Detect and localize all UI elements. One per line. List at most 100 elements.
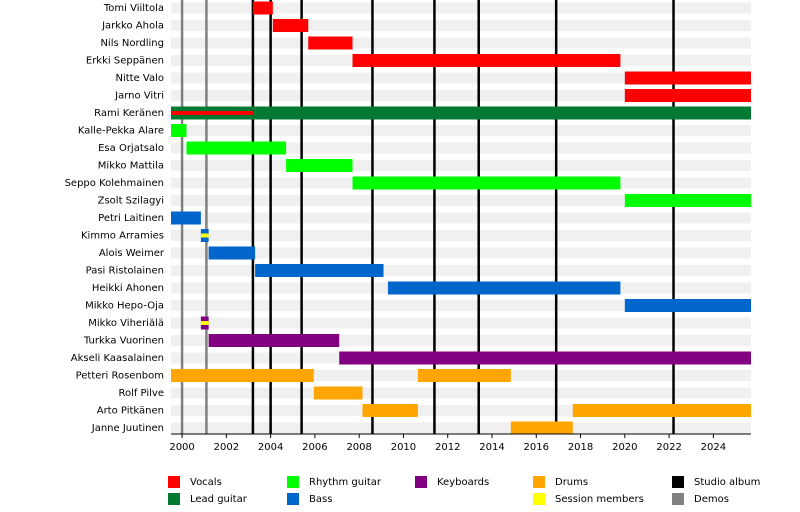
- member-label: Mikko Viheriälä: [88, 318, 164, 329]
- legend-swatch: [672, 493, 684, 505]
- member-bar: [171, 369, 314, 382]
- x-tick-label: 2018: [568, 442, 593, 453]
- member-bar: [510, 421, 573, 435]
- legend-label: Vocals: [190, 477, 222, 488]
- member-bar: [171, 106, 751, 120]
- member-label: Rami Keränen: [94, 108, 164, 119]
- legend-label: Lead guitar: [190, 494, 248, 505]
- member-bar: [272, 19, 309, 32]
- row-band: [171, 265, 751, 276]
- member-label: Mikko Hepo-Oja: [85, 301, 164, 312]
- row-band: [171, 90, 751, 101]
- member-bar: [308, 36, 353, 50]
- row-band: [171, 160, 751, 171]
- member-label: Petteri Rosenbom: [76, 371, 164, 382]
- member-label: Nitte Valo: [115, 73, 164, 84]
- legend-swatch: [287, 476, 299, 488]
- member-bar: [339, 351, 751, 365]
- member-label: Pasi Ristolainen: [86, 266, 164, 277]
- legend-label: Drums: [555, 477, 588, 488]
- member-bar: [286, 159, 353, 172]
- row-band: [171, 317, 751, 329]
- member-label: Petri Laitinen: [98, 213, 164, 224]
- row-band: [171, 387, 751, 399]
- x-tick-label: 2012: [435, 442, 460, 453]
- x-tick-label: 2014: [479, 442, 504, 453]
- legend-label: Keyboards: [437, 477, 489, 488]
- member-bar: [200, 321, 209, 325]
- member-bar: [208, 334, 340, 347]
- member-bar: [171, 211, 201, 225]
- member-bar: [624, 89, 751, 102]
- member-bar: [362, 404, 418, 417]
- x-tick-label: 2000: [169, 442, 194, 453]
- x-tick-label: 2024: [701, 442, 726, 453]
- member-bar: [624, 299, 751, 312]
- member-bar: [624, 71, 751, 85]
- legend-swatch: [672, 476, 684, 488]
- x-tick-label: 2022: [656, 442, 681, 453]
- row-band: [171, 247, 751, 259]
- member-bar: [352, 54, 621, 67]
- x-tick-label: 2006: [302, 442, 327, 453]
- row-band: [171, 195, 751, 206]
- member-label: Esa Orjatsalo: [98, 143, 164, 154]
- member-bar: [624, 194, 751, 207]
- member-bar: [387, 281, 621, 295]
- row-band: [171, 37, 751, 49]
- member-bar: [171, 111, 253, 115]
- row-band: [171, 405, 751, 416]
- member-label: Turkka Vuorinen: [83, 336, 164, 347]
- member-label: Erkki Seppänen: [86, 56, 164, 67]
- member-label: Rolf Pilve: [118, 388, 164, 399]
- row-band: [171, 72, 751, 84]
- row-band: [171, 300, 751, 311]
- x-tick-label: 2010: [391, 442, 416, 453]
- member-bar: [352, 176, 621, 190]
- member-bar: [186, 141, 287, 155]
- member-bar: [417, 369, 511, 382]
- member-label: Jarno Vitri: [114, 91, 164, 102]
- member-bar: [252, 1, 273, 15]
- x-tick-label: 2020: [612, 442, 637, 453]
- legend-label: Rhythm guitar: [309, 477, 382, 488]
- legend-swatch: [287, 493, 299, 505]
- legend-label: Session members: [555, 494, 644, 505]
- x-tick-label: 2016: [524, 442, 549, 453]
- member-bar: [572, 404, 751, 417]
- member-bar: [171, 124, 187, 137]
- member-label: Seppo Kolehmainen: [65, 178, 164, 189]
- row-band: [171, 212, 751, 224]
- member-label: Kimmo Arramies: [81, 231, 164, 242]
- member-label: Akseli Kaasalainen: [71, 353, 164, 364]
- member-label: Zsolt Szilagyi: [98, 196, 164, 207]
- member-label: Janne Juutinen: [91, 423, 164, 434]
- row-band: [171, 335, 751, 346]
- legend-swatch: [533, 493, 545, 505]
- row-band: [171, 422, 751, 434]
- legend-label: Studio album: [694, 477, 760, 488]
- legend-swatch: [415, 476, 427, 488]
- member-label: Mikko Mattila: [98, 161, 164, 172]
- row-band: [171, 125, 751, 136]
- member-label: Kalle-Pekka Alare: [78, 126, 164, 137]
- member-bar: [200, 233, 209, 238]
- legend-swatch: [168, 493, 180, 505]
- row-band: [171, 20, 751, 31]
- member-label: Heikki Ahonen: [92, 283, 164, 294]
- legend-label: Bass: [309, 494, 332, 505]
- member-label: Arto Pitkänen: [97, 406, 164, 417]
- member-bar: [313, 386, 363, 400]
- legend-swatch: [168, 476, 180, 488]
- row-band: [171, 230, 751, 241]
- x-tick-label: 2002: [214, 442, 239, 453]
- member-label: Nils Nordling: [100, 38, 164, 49]
- row-band: [171, 2, 751, 14]
- member-label: Alois Weimer: [99, 248, 165, 259]
- x-tick-label: 2004: [258, 442, 283, 453]
- member-bar: [208, 246, 256, 260]
- legend-swatch: [533, 476, 545, 488]
- x-tick-label: 2008: [346, 442, 371, 453]
- row-band: [171, 142, 751, 154]
